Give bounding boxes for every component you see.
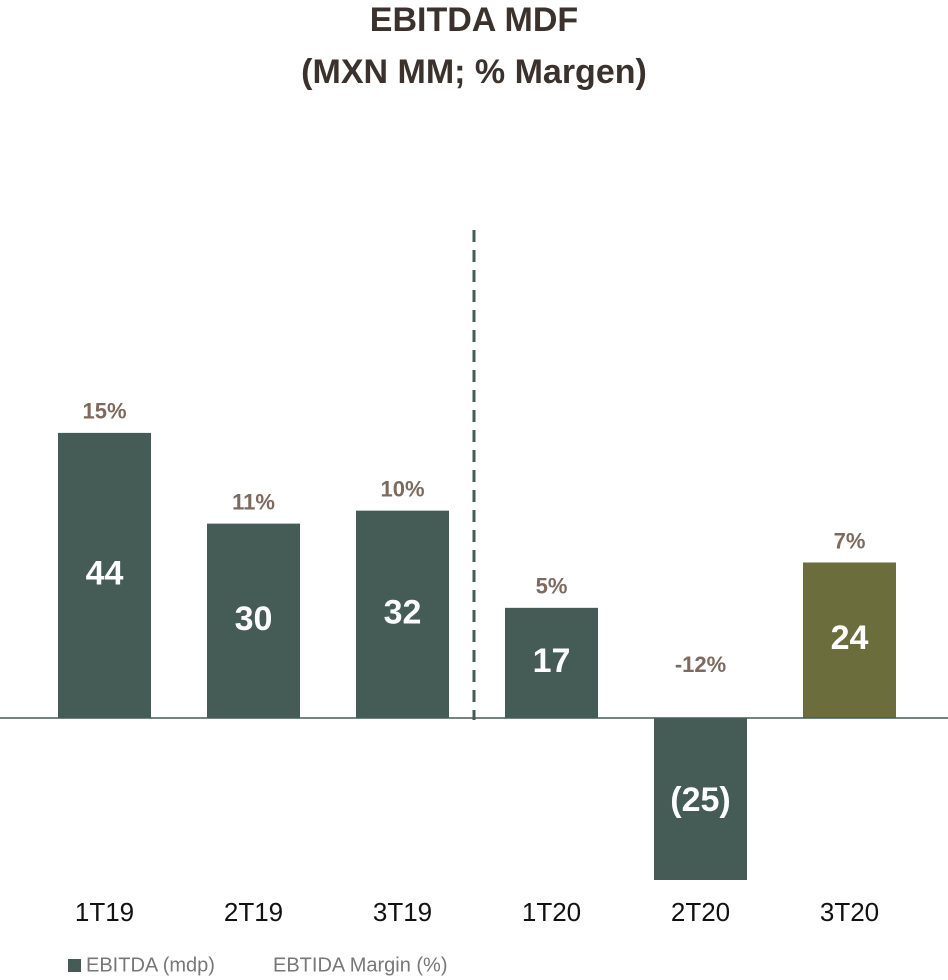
bar: [654, 718, 747, 880]
margin-label: 15%: [82, 399, 126, 424]
x-tick-label: 3T20: [820, 897, 879, 927]
bar: [356, 510, 449, 718]
bar-value-label: 30: [235, 600, 273, 638]
bar: [58, 432, 151, 718]
legend-label: EBTIDA Margin (%): [273, 954, 447, 976]
bar: [207, 523, 300, 718]
chart-subtitle: (MXN MM; % Margen): [301, 53, 647, 91]
margin-label: -12%: [675, 652, 726, 677]
x-tick-label: 3T19: [373, 897, 432, 927]
bar-value-label: (25): [670, 781, 730, 819]
margin-label: 5%: [536, 574, 568, 599]
bar: [505, 607, 598, 718]
bar: [803, 562, 896, 718]
legend-marker: [68, 959, 81, 972]
bar-value-label: 44: [86, 554, 124, 592]
bar-value-label: 32: [384, 593, 422, 631]
x-tick-label: 2T20: [671, 897, 730, 927]
margin-label: 11%: [232, 489, 275, 514]
x-tick-label: 2T19: [224, 897, 283, 927]
margin-label: 7%: [834, 528, 866, 553]
bar-value-label: 17: [533, 642, 571, 680]
bar-value-label: 24: [831, 619, 869, 657]
x-tick-label: 1T19: [75, 897, 134, 927]
margin-label: 10%: [380, 476, 424, 501]
legend-label: EBITDA (mdp): [86, 954, 215, 976]
x-tick-label: 1T20: [522, 897, 581, 927]
chart-title: EBITDA MDF: [370, 1, 578, 39]
